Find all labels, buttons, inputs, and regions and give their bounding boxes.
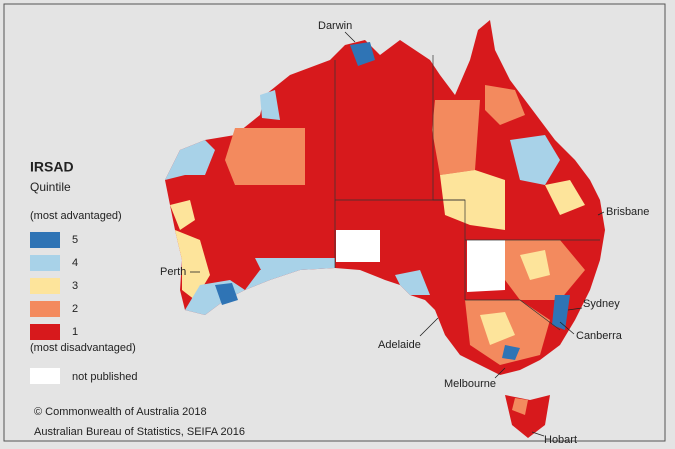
city-label: Canberra <box>576 330 623 342</box>
legend-swatch <box>30 255 60 271</box>
city-label: Hobart <box>544 434 577 446</box>
source: Australian Bureau of Statistics, SEIFA 2… <box>34 426 245 438</box>
legend-subtitle: Quintile <box>30 180 71 194</box>
region <box>432 100 480 175</box>
region <box>225 128 305 185</box>
region <box>440 170 505 230</box>
legend-swatch <box>30 324 60 340</box>
legend-label: 2 <box>72 303 78 315</box>
legend-swatch <box>30 278 60 294</box>
region <box>545 180 585 215</box>
region <box>512 398 528 415</box>
leader-line <box>597 211 605 216</box>
city-label: Darwin <box>318 20 352 32</box>
region <box>520 250 550 280</box>
region <box>165 140 215 180</box>
region <box>552 295 570 330</box>
region <box>502 345 520 360</box>
region <box>215 283 238 305</box>
region <box>480 312 515 345</box>
city-label: Brisbane <box>606 206 649 218</box>
city-label: Perth <box>160 266 186 278</box>
legend-swatch <box>30 232 60 248</box>
region <box>175 230 210 300</box>
legend-swatch <box>30 368 60 384</box>
region <box>510 135 560 185</box>
region <box>170 200 195 230</box>
city-label: Sydney <box>583 298 620 310</box>
frame <box>3 3 666 442</box>
legend-label: 1 <box>72 326 78 338</box>
state-border <box>465 299 561 331</box>
region <box>255 258 335 272</box>
region <box>467 240 505 292</box>
leader-line <box>531 431 545 437</box>
region <box>336 230 380 262</box>
leader-line <box>344 31 356 43</box>
copyright: © Commonwealth of Australia 2018 <box>34 406 207 418</box>
region <box>395 270 430 295</box>
legend-title: IRSAD <box>30 159 74 175</box>
leader-line <box>494 367 506 379</box>
legend-note: (most advantaged) <box>30 210 122 222</box>
leader-line <box>559 321 575 335</box>
region <box>245 270 300 290</box>
leader-line <box>419 317 439 337</box>
city-label: Adelaide <box>378 339 421 351</box>
region <box>260 90 280 120</box>
legend-swatch <box>30 301 60 317</box>
legend-label: 3 <box>72 280 78 292</box>
legend-label: 4 <box>72 257 78 269</box>
leader-line <box>567 307 583 311</box>
region <box>485 85 525 125</box>
legend-label: not published <box>72 371 137 383</box>
city-label: Melbourne <box>444 378 496 390</box>
state-border <box>432 55 466 300</box>
legend-note: (most disadvantaged) <box>30 342 136 354</box>
legend-label: 5 <box>72 234 78 246</box>
region <box>350 42 375 66</box>
